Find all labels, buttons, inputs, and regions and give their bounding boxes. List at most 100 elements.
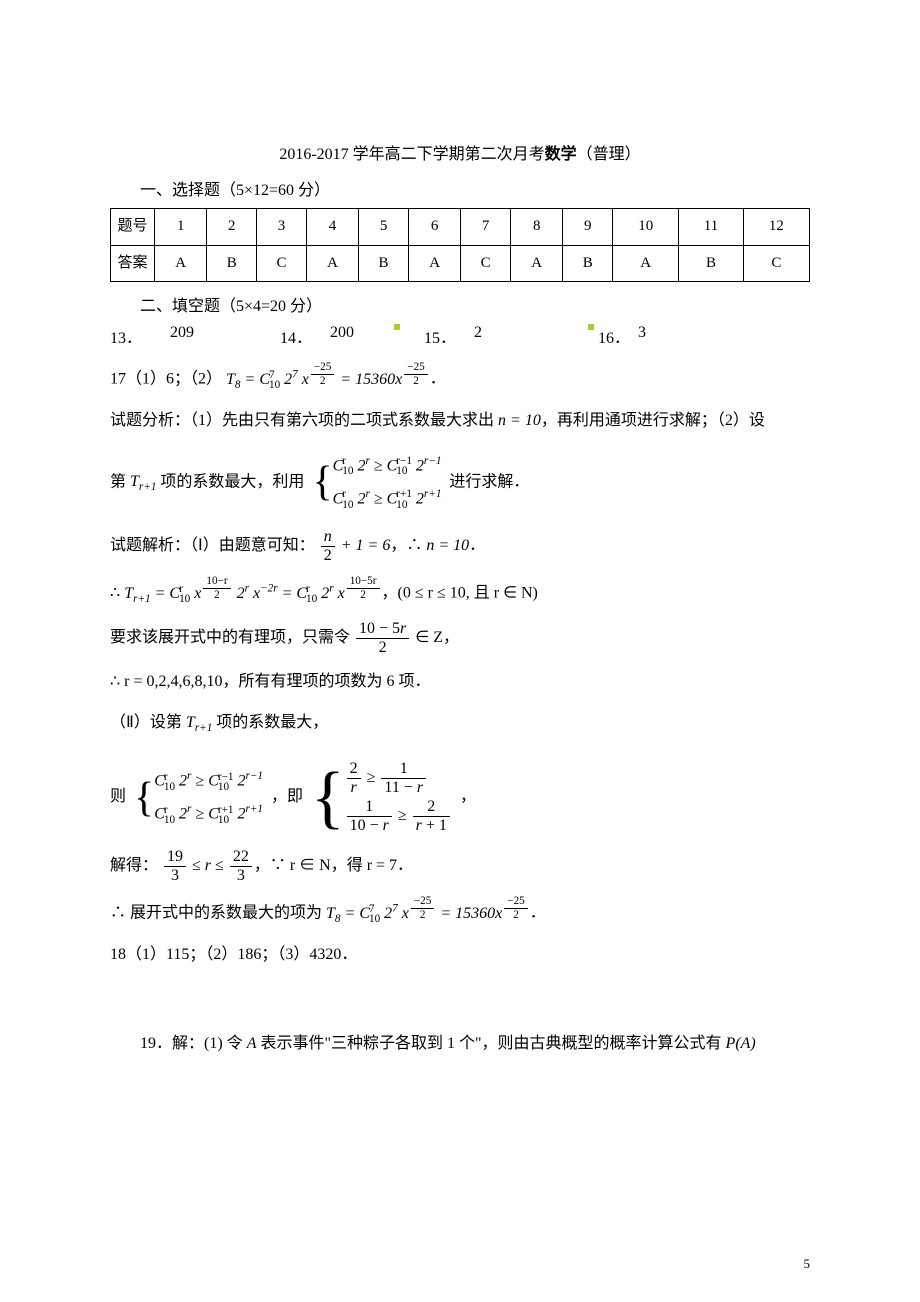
fill-14-value: 200 xyxy=(330,324,390,348)
q17-rational: 要求该展开式中的有理项，只需令 10 − 5r2 ∈ Z， xyxy=(110,621,810,656)
q18-answer: 18（1）115；（2）186；（3）4320． xyxy=(110,941,810,970)
q19-A: A xyxy=(247,1035,257,1052)
answer-cell: A xyxy=(155,245,207,282)
q17-sol-I: 试题解析：（Ⅰ）由题意可知： n2 + 1 = 6，∴ n = 10． xyxy=(110,529,810,564)
ie-label: ，即 xyxy=(271,788,303,805)
col-num: 9 xyxy=(563,209,613,246)
math-expr: n2 + 1 = 6 xyxy=(319,537,391,554)
brace-system: { Cr10 2r ≥ Cr−110 2r−1 Cr10 2r ≥ Cr+110… xyxy=(134,763,263,832)
row-label: 题号 xyxy=(111,209,155,246)
q17-system: 则 { Cr10 2r ≥ Cr−110 2r−1 Cr10 2r ≥ Cr+1… xyxy=(110,758,810,837)
q17-therefore-T: ∴ Tr+1 = Cr10 x10−r2 2r x−2r = Cr10 2r x… xyxy=(110,576,810,609)
title-bold: 数学 xyxy=(545,146,577,163)
math-n10: n = 10 xyxy=(498,412,541,429)
fill-answers-row: 13． 209 14． 200 15． 2 16． 3 xyxy=(110,324,810,348)
page-number: 5 xyxy=(804,1256,811,1272)
math-T: Tr+1 xyxy=(130,473,156,490)
accent-dot-icon xyxy=(394,324,400,330)
answer-cell: C xyxy=(461,245,511,282)
then-label: 则 xyxy=(110,788,126,805)
document-title: 2016-2017 学年高二下学期第二次月考数学（普理） xyxy=(110,140,810,164)
title-suffix: （普理） xyxy=(577,146,641,163)
answer-cell: A xyxy=(408,245,460,282)
section-2-heading: 二、填空题（5×4=20 分） xyxy=(140,292,810,316)
fill-15-value: 2 xyxy=(474,324,584,348)
text: 进行求解． xyxy=(449,473,529,490)
text: ． xyxy=(530,905,546,922)
text: 解得： xyxy=(110,857,158,874)
text: ． xyxy=(469,537,485,554)
answer-cell: B xyxy=(563,245,613,282)
text: ∈ Z， xyxy=(411,629,459,646)
fill-14-label: 14． xyxy=(280,324,330,348)
math-expr: Tr+1 = Cr10 x10−r2 2r x−2r = Cr10 2r x10… xyxy=(124,585,381,602)
q17-final: ∴ 展开式中的系数最大的项为 T8 = C710 27 x−252 = 1536… xyxy=(110,896,810,929)
q17-part1: 17（1）6；（2） xyxy=(110,371,222,388)
row-label: 答案 xyxy=(111,245,155,282)
answer-cell: C xyxy=(257,245,307,282)
table-row: 答案 A B C A B A C A B A B C xyxy=(111,245,810,282)
text: （Ⅱ）设第 xyxy=(110,714,186,731)
q19-text2: 表示事件"三种粽子各取到 1 个"，则由古典概型的概率计算公式有 xyxy=(256,1035,725,1052)
fill-15-label: 15． xyxy=(424,324,474,348)
text: 试题分析：（1）先由只有第六项的二项式系数最大求出 xyxy=(110,412,498,429)
brace-system-2: { 2r ≥ 111 − r 110 − r ≥ 2r + 1 xyxy=(311,758,452,837)
fill-13-label: 13． xyxy=(110,324,170,348)
answer-cell: A xyxy=(613,245,679,282)
col-num: 3 xyxy=(257,209,307,246)
answer-cell: A xyxy=(511,245,563,282)
text: ，(0 ≤ r ≤ 10, 且 r ∈ N) xyxy=(382,585,538,602)
comma: ， xyxy=(460,788,476,805)
text: 第 xyxy=(110,473,130,490)
q17-answer: 17（1）6；（2） T8 = C710 27 x−252 = 15360x−2… xyxy=(110,362,810,395)
col-num: 4 xyxy=(306,209,358,246)
answer-cell: A xyxy=(306,245,358,282)
col-num: 12 xyxy=(743,209,809,246)
q17-solve: 解得： 193 ≤ r ≤ 223，∵ r ∈ N，得 r = 7． xyxy=(110,849,810,884)
math-expr: T8 = C710 27 x−252 = 15360x−252 xyxy=(226,371,430,388)
answer-cell: B xyxy=(207,245,257,282)
answer-table: 题号 1 2 3 4 5 6 7 8 9 10 11 12 答案 A B C A… xyxy=(110,208,810,282)
col-num: 2 xyxy=(207,209,257,246)
q17-analysis-1: 试题分析：（1）先由只有第六项的二项式系数最大求出 n = 10，再利用通项进行… xyxy=(110,407,810,436)
text: ，∴ xyxy=(390,537,426,554)
section-1-heading: 一、选择题（5×12=60 分） xyxy=(140,176,810,200)
fill-16-label: 16． xyxy=(598,324,638,348)
col-num: 6 xyxy=(408,209,460,246)
table-row: 题号 1 2 3 4 5 6 7 8 9 10 11 12 xyxy=(111,209,810,246)
q19-text1: (1) 令 xyxy=(204,1035,247,1052)
text: ∴ xyxy=(110,585,124,602)
col-num: 1 xyxy=(155,209,207,246)
math-T: Tr+1 xyxy=(186,714,212,731)
text: ，∵ r ∈ N，得 r = 7． xyxy=(254,857,413,874)
math-frac: 10 − 5r2 xyxy=(354,629,411,646)
text: 项的系数最大， xyxy=(212,714,328,731)
q19-line: 19．解：(1) 令 A 表示事件"三种粽子各取到 1 个"，则由古典概型的概率… xyxy=(140,1030,810,1059)
text: ，再利用通项进行求解；（2）设 xyxy=(541,412,765,429)
brace-system: { Cr10 2r ≥ Cr−110 2r−1 Cr10 2r ≥ Cr+110… xyxy=(312,448,441,517)
math-range: 193 ≤ r ≤ 223 xyxy=(162,857,254,874)
col-num: 11 xyxy=(679,209,743,246)
q17-partII: （Ⅱ）设第 Tr+1 项的系数最大， xyxy=(110,709,810,738)
q19-label: 19．解： xyxy=(140,1035,204,1052)
title-prefix: 2016-2017 学年高二下学期第二次月考 xyxy=(279,146,544,163)
text: 要求该展开式中的有理项，只需令 xyxy=(110,629,350,646)
col-num: 7 xyxy=(461,209,511,246)
text: 试题解析：（Ⅰ）由题意可知： xyxy=(110,537,315,554)
accent-dot-icon xyxy=(588,324,594,330)
answer-cell: C xyxy=(743,245,809,282)
text: ∴ 展开式中的系数最大的项为 xyxy=(110,905,326,922)
text: 项的系数最大，利用 xyxy=(156,473,304,490)
q17-r-values: ∴ r = 0,2,4,6,8,10，所有有理项的项数为 6 项． xyxy=(110,668,810,697)
fill-16-value: 3 xyxy=(638,324,646,348)
q19-PA: P(A) xyxy=(726,1035,756,1052)
col-num: 10 xyxy=(613,209,679,246)
q17-analysis-2: 第 Tr+1 项的系数最大，利用 { Cr10 2r ≥ Cr−110 2r−1… xyxy=(110,448,810,517)
col-num: 5 xyxy=(359,209,409,246)
fill-13-value: 209 xyxy=(170,324,280,348)
math-expr: T8 = C710 27 x−252 = 15360x−252 xyxy=(326,905,530,922)
answer-cell: B xyxy=(679,245,743,282)
math-n10: n = 10 xyxy=(426,537,469,554)
answer-cell: B xyxy=(359,245,409,282)
col-num: 8 xyxy=(511,209,563,246)
